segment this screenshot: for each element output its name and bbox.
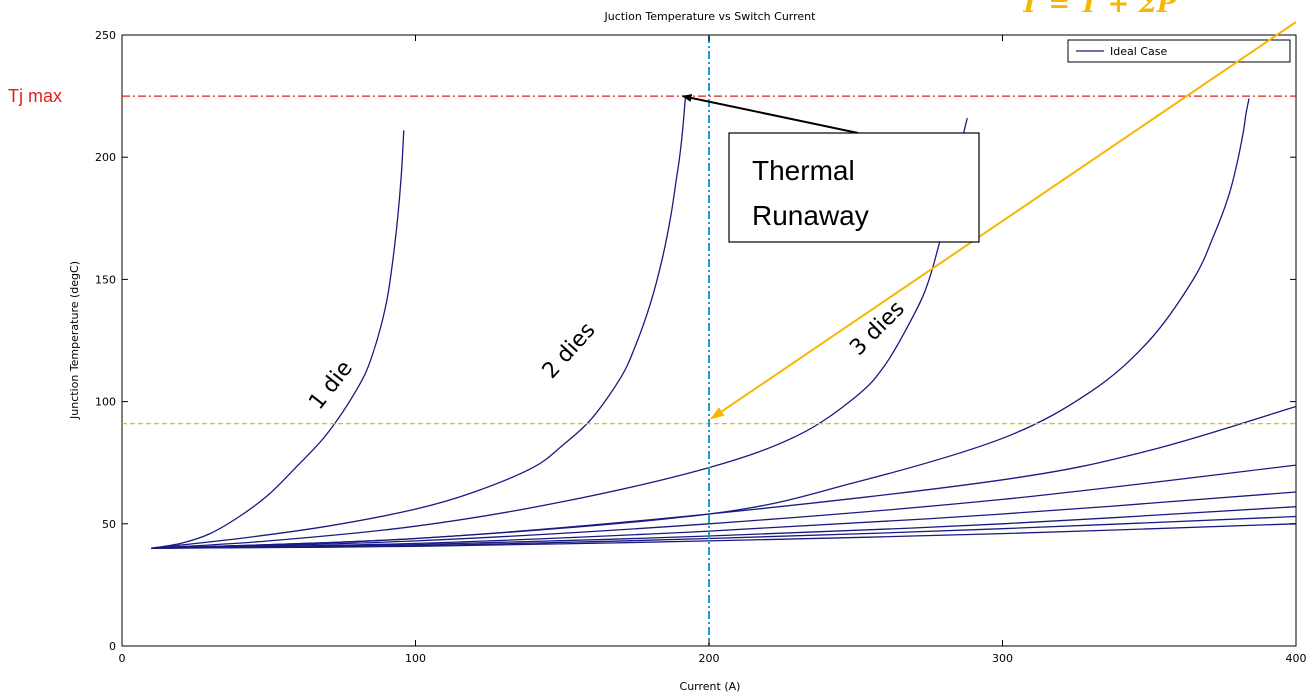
- series-line-6: [151, 464, 1297, 549]
- curve-label-1: 1 die: [304, 356, 357, 414]
- series-line-5: [151, 405, 1297, 549]
- series-layer: [151, 96, 1297, 549]
- x-tick-label: 300: [992, 652, 1013, 665]
- legend-box: [1067, 39, 1291, 63]
- x-axis-title: Current (A): [680, 680, 741, 693]
- y-tick-label: 0: [109, 640, 116, 653]
- y-tick-label: 200: [95, 151, 116, 164]
- x-tick-label: 200: [699, 652, 720, 665]
- chart-title: Juction Temperature vs Switch Current: [604, 10, 817, 23]
- x-tick-label: 0: [119, 652, 126, 665]
- y-tick-label: 150: [95, 273, 116, 286]
- callout-box: [728, 132, 980, 243]
- curve-label-2: 2 dies: [538, 318, 601, 384]
- formula-partial: T = T + ΣP: [1020, 0, 1178, 19]
- ticks: 0 100 200 300 400 0 50 100 150 200 250: [95, 29, 1307, 665]
- series-line-7: [151, 491, 1297, 549]
- x-tick-label: 100: [405, 652, 426, 665]
- formula-arrow: [710, 21, 1297, 420]
- series-line-1: [151, 130, 405, 549]
- thermal-runaway-arrow: [681, 94, 859, 134]
- callout-line-2: Runaway: [752, 200, 869, 231]
- callout-line-1: Thermal: [752, 155, 855, 186]
- reference-lines: [122, 35, 1296, 646]
- legend-entry: Ideal Case: [1110, 45, 1167, 58]
- series-line-2: [151, 96, 687, 549]
- legend: Ideal Case: [1067, 39, 1291, 63]
- y-tick-label: 50: [102, 518, 116, 531]
- x-tick-label: 400: [1286, 652, 1307, 665]
- y-axis-title: Junction Temperature (degC): [68, 261, 81, 420]
- thermal-runaway-callout: Thermal Runaway: [728, 132, 980, 243]
- tj-max-label: Tj max: [8, 86, 62, 106]
- y-tick-label: 100: [95, 396, 116, 409]
- series-line-10: [151, 523, 1297, 549]
- y-tick-label: 250: [95, 29, 116, 42]
